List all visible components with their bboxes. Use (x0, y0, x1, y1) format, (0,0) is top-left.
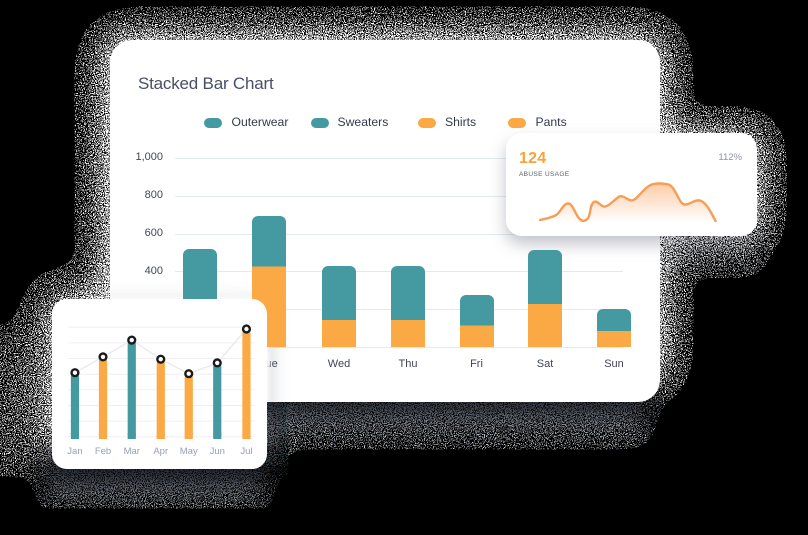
svg-text:Jul: Jul (240, 446, 252, 457)
svg-text:Jan: Jan (67, 446, 82, 457)
svg-text:Jun: Jun (210, 446, 225, 457)
svg-text:Feb: Feb (95, 446, 111, 457)
svg-text:Apr: Apr (153, 446, 168, 457)
svg-text:May: May (180, 446, 198, 457)
svg-text:Mar: Mar (124, 446, 140, 457)
